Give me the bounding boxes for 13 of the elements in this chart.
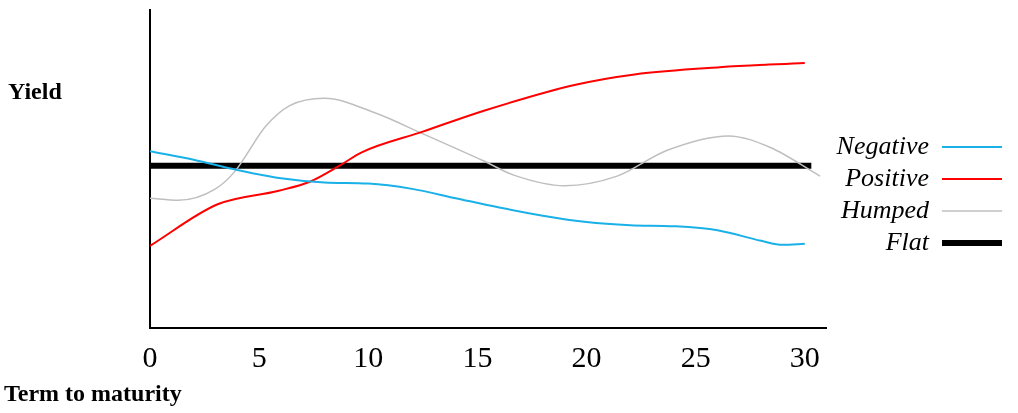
x-tick-label: 30: [789, 339, 820, 373]
y-axis-title: Yield: [8, 78, 62, 105]
legend-label: Flat: [884, 226, 930, 256]
x-tick-label: 25: [680, 339, 711, 373]
x-tick-label: 15: [462, 339, 493, 373]
x-axis-title: Term to maturity: [4, 380, 182, 407]
x-tick-label: 0: [142, 339, 158, 373]
legend-label: Positive: [844, 162, 929, 192]
legend-label: Negative: [835, 130, 929, 160]
x-tick-label: 10: [353, 339, 384, 373]
x-tick-label: 20: [571, 339, 602, 373]
legend-label: Humped: [839, 194, 930, 224]
x-tick-label: 5: [251, 339, 267, 373]
